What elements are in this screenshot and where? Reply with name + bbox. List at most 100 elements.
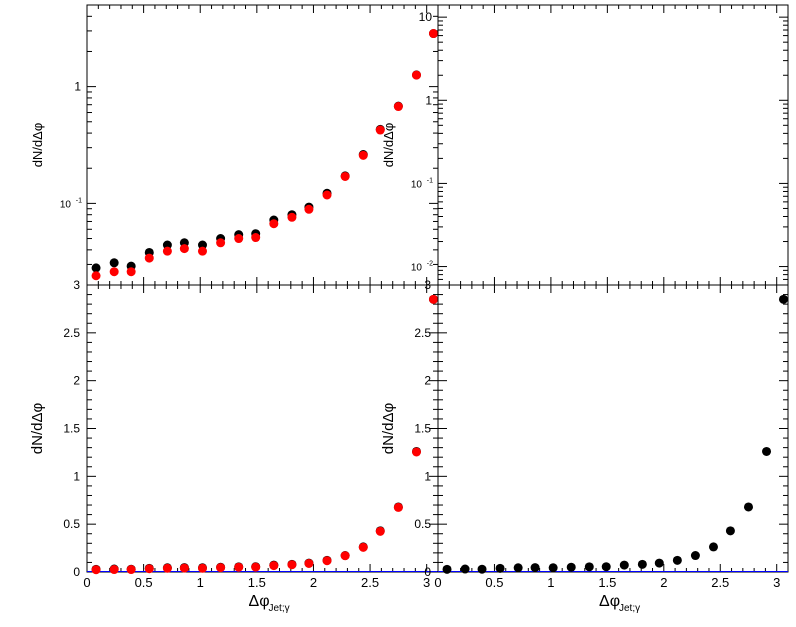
y-tick-label: 10 bbox=[60, 199, 72, 210]
y-tick-label: 2.5 bbox=[414, 326, 431, 340]
data-point-red bbox=[197, 563, 207, 573]
data-point-black bbox=[566, 562, 576, 572]
data-point-black bbox=[778, 294, 788, 304]
data-point-red bbox=[162, 246, 172, 256]
data-point-black bbox=[91, 263, 101, 273]
data-point-red bbox=[269, 561, 279, 571]
data-point-black bbox=[530, 563, 540, 573]
data-point-black bbox=[762, 446, 772, 456]
data-point-red bbox=[340, 551, 350, 561]
data-point-black bbox=[584, 562, 594, 572]
data-point-black bbox=[708, 542, 718, 552]
data-point-red bbox=[144, 564, 154, 574]
data-point-red bbox=[393, 502, 403, 512]
panel-top-right: 10 -2 10 -1 1 10 dN/dΔφ bbox=[381, 4, 789, 286]
x-axis-label: Δφ bbox=[249, 593, 270, 610]
y-tick-label: 10 bbox=[411, 263, 423, 274]
data-point-black bbox=[619, 560, 629, 570]
data-point-black bbox=[513, 563, 523, 573]
data-point-red bbox=[126, 267, 136, 277]
y-axis-label: dN/dΔφ bbox=[30, 123, 45, 168]
data-point-red bbox=[216, 238, 226, 248]
x-axis-label: Δφ bbox=[599, 593, 620, 610]
y-tick-label: 10 bbox=[419, 10, 433, 24]
data-point-red bbox=[304, 204, 314, 214]
x-tick-label: 2.5 bbox=[711, 575, 729, 590]
data-point-red bbox=[109, 565, 119, 575]
data-point-red bbox=[251, 562, 261, 572]
y-tick-label: 2 bbox=[424, 374, 431, 388]
data-point-red bbox=[375, 526, 385, 536]
x-axis-label-subscript: Jet;γ bbox=[619, 603, 640, 614]
x-tick-label: 1 bbox=[547, 575, 554, 590]
data-point-red bbox=[393, 102, 403, 112]
x-tick-label: 0 bbox=[434, 575, 441, 590]
data-point-red bbox=[340, 171, 350, 181]
data-point-red bbox=[428, 294, 438, 304]
data-point-red bbox=[428, 29, 438, 39]
plot-frame bbox=[437, 284, 789, 573]
y-tick-label: 0.5 bbox=[414, 517, 431, 531]
x-tick-label: 1 bbox=[197, 575, 204, 590]
y-tick-label-exponent: -2 bbox=[427, 261, 433, 268]
data-point-red bbox=[358, 542, 368, 552]
data-point-red bbox=[179, 563, 189, 573]
x-tick-label: 1.5 bbox=[248, 575, 266, 590]
data-point-red bbox=[287, 560, 297, 570]
y-tick-label: 1 bbox=[73, 469, 80, 483]
data-point-black bbox=[109, 258, 119, 268]
data-point-black bbox=[690, 551, 700, 561]
x-tick-label: 3 bbox=[773, 575, 780, 590]
data-point-red bbox=[91, 271, 101, 281]
x-axis-label-subscript: Jet;γ bbox=[269, 603, 290, 614]
data-point-black bbox=[495, 563, 505, 573]
data-point-red bbox=[197, 246, 207, 256]
panel-top-left: 10 -1 1 dN/dΔφ bbox=[30, 4, 439, 286]
data-point-black bbox=[637, 559, 647, 569]
y-tick-label: 2.5 bbox=[63, 326, 80, 340]
data-point-red bbox=[411, 70, 421, 80]
y-tick-label: 3 bbox=[73, 278, 80, 292]
x-tick-label: 2 bbox=[660, 575, 667, 590]
x-tick-label: 3 bbox=[423, 575, 430, 590]
y-tick-label: 1.5 bbox=[414, 422, 431, 436]
y-tick-label: 0 bbox=[73, 565, 80, 579]
data-point-red bbox=[91, 565, 101, 575]
y-tick-label-exponent: -1 bbox=[76, 197, 82, 204]
y-tick-label: 1 bbox=[74, 80, 81, 94]
data-point-black bbox=[477, 564, 487, 574]
data-point-red bbox=[322, 190, 332, 200]
data-point-red bbox=[269, 219, 279, 229]
x-tick-label: 2.5 bbox=[361, 575, 379, 590]
y-tick-label-exponent: -1 bbox=[427, 177, 433, 184]
data-point-red bbox=[162, 563, 172, 573]
data-point-black bbox=[672, 555, 682, 565]
data-point-red bbox=[304, 558, 314, 568]
data-point-red bbox=[411, 447, 421, 457]
data-point-black bbox=[601, 562, 611, 572]
data-point-black bbox=[460, 564, 470, 574]
data-point-red bbox=[179, 244, 189, 254]
data-point-red bbox=[234, 234, 244, 244]
data-point-red bbox=[358, 150, 368, 160]
x-tick-label: 0 bbox=[83, 575, 90, 590]
y-tick-label: 10 bbox=[411, 179, 423, 190]
x-tick-label: 1.5 bbox=[598, 575, 616, 590]
y-axis-label: dN/dΔφ bbox=[381, 123, 396, 168]
data-point-black bbox=[442, 564, 452, 574]
data-point-black bbox=[654, 558, 664, 568]
y-axis-label: dN/dΔφ bbox=[380, 403, 397, 455]
data-point-red bbox=[322, 556, 332, 566]
plot-frame bbox=[437, 4, 789, 286]
y-tick-label: 0.5 bbox=[63, 517, 80, 531]
data-point-red bbox=[234, 562, 244, 572]
data-point-black bbox=[548, 563, 558, 573]
data-point-red bbox=[375, 125, 385, 135]
y-axis-label: dN/dΔφ bbox=[29, 403, 46, 455]
y-tick-label: 0 bbox=[424, 565, 431, 579]
y-tick-label: 3 bbox=[424, 278, 431, 292]
